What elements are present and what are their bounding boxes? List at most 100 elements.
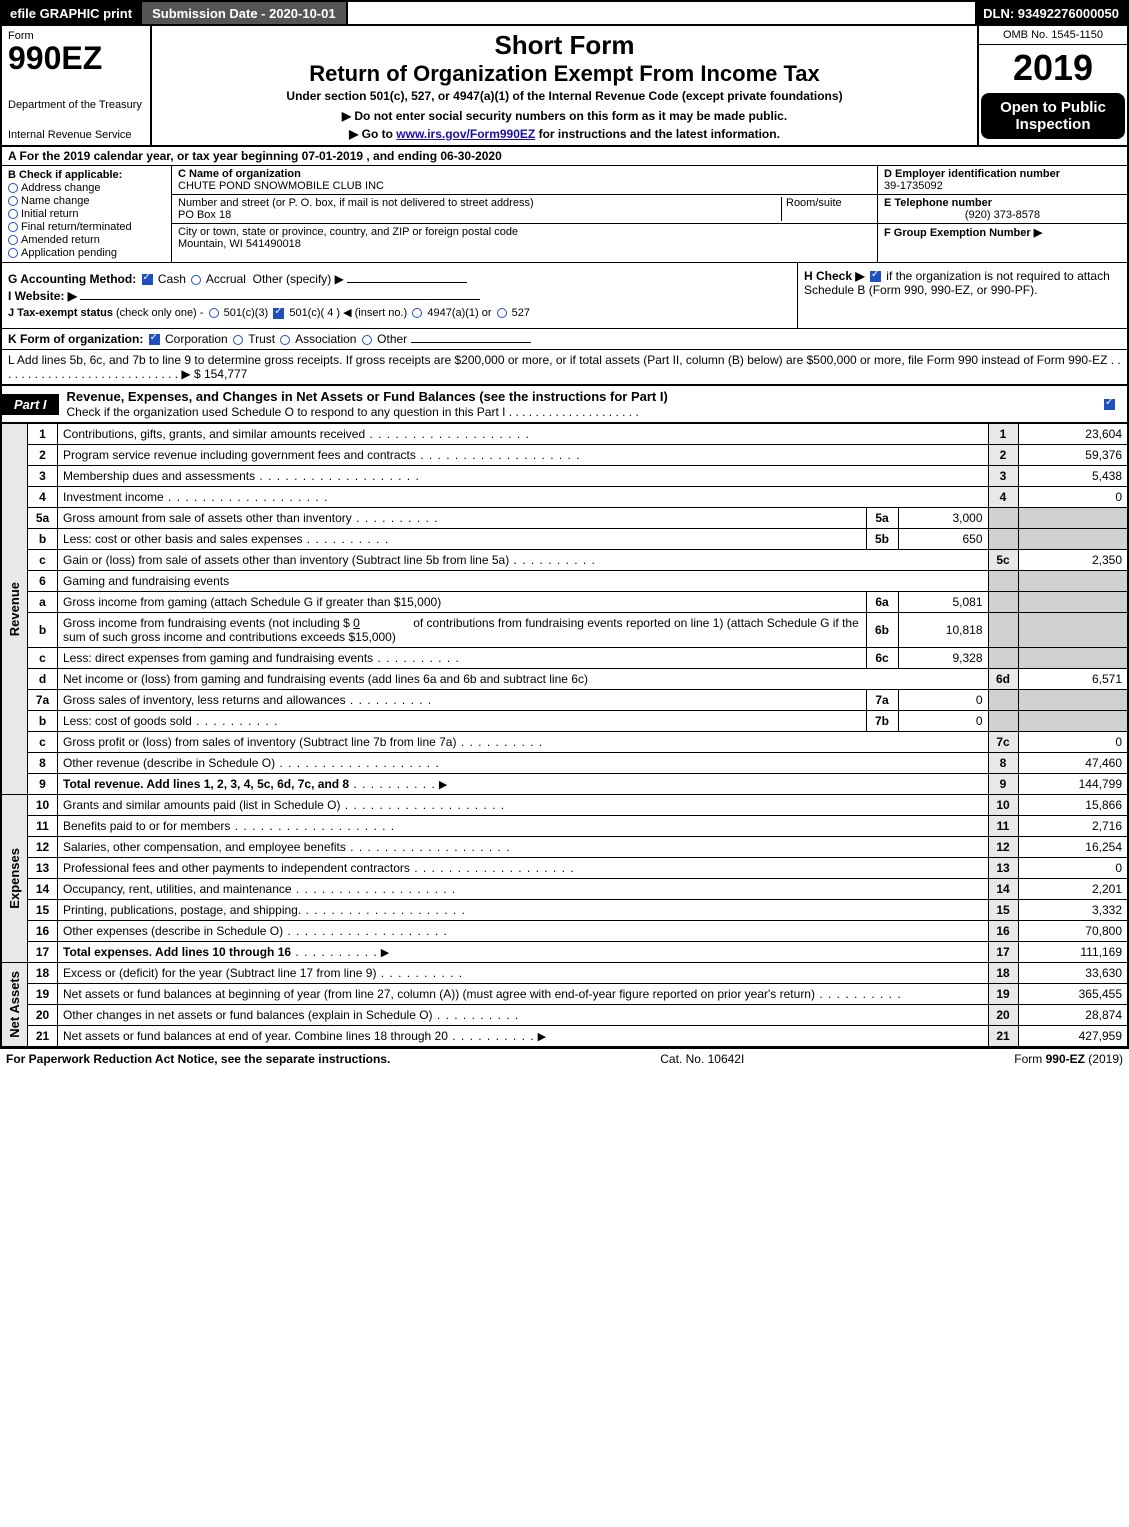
part-1-table: Revenue 1 Contributions, gifts, grants, … [0, 423, 1129, 1047]
line-desc: Less: cost or other basis and sales expe… [58, 529, 867, 550]
line-code: 6d [988, 669, 1018, 690]
line-desc: Other expenses (describe in Schedule O) [58, 921, 989, 942]
line-num: 16 [28, 921, 58, 942]
g-label: G Accounting Method: [8, 272, 136, 286]
header-right: OMB No. 1545-1150 2019 Open to Public In… [977, 26, 1127, 145]
part-1-header: Part I Revenue, Expenses, and Changes in… [0, 386, 1129, 423]
line-desc: Less: direct expenses from gaming and fu… [58, 648, 867, 669]
line-desc: Gross income from fundraising events (no… [58, 613, 867, 648]
line-num: 18 [28, 963, 58, 984]
grey-cell [1018, 690, 1128, 711]
line-desc: Gross profit or (loss) from sales of inv… [58, 732, 989, 753]
line-desc: Gross income from gaming (attach Schedul… [58, 592, 867, 613]
subline-code: 7b [866, 711, 898, 732]
goto-post: for instructions and the latest informat… [539, 127, 780, 141]
line-num: c [28, 732, 58, 753]
other-specify-input[interactable] [347, 282, 467, 283]
line-amount: 365,455 [1018, 984, 1128, 1005]
section-c: C Name of organization CHUTE POND SNOWMO… [172, 166, 877, 262]
line-code: 9 [988, 774, 1018, 795]
cat-number: Cat. No. 10642I [660, 1052, 744, 1066]
grey-cell [988, 592, 1018, 613]
irs-label: Internal Revenue Service [8, 129, 144, 141]
chk-initial-return[interactable]: Initial return [8, 208, 165, 220]
line-num: 11 [28, 816, 58, 837]
other-org-input[interactable] [411, 342, 531, 343]
assoc-checkbox-icon[interactable] [280, 335, 290, 345]
circle-icon [8, 183, 18, 193]
line-amount: 5,438 [1018, 466, 1128, 487]
circle-icon [8, 235, 18, 245]
chk-name-change[interactable]: Name change [8, 195, 165, 207]
chk-address-change[interactable]: Address change [8, 182, 165, 194]
line-num: 19 [28, 984, 58, 1005]
part-1-schedule-o-check[interactable] [1102, 397, 1127, 411]
4947-checkbox-icon[interactable] [412, 308, 422, 318]
other-checkbox-icon[interactable] [362, 335, 372, 345]
entity-block: B Check if applicable: Address change Na… [0, 166, 1129, 263]
expenses-side-label: Expenses [1, 795, 28, 963]
city-label: City or town, state or province, country… [178, 226, 518, 238]
line-amount: 59,376 [1018, 445, 1128, 466]
subline-code: 5b [866, 529, 898, 550]
other-label: Other [377, 332, 407, 346]
corp-label: Corporation [165, 332, 228, 346]
efile-print-button[interactable]: efile GRAPHIC print [2, 2, 140, 24]
line-code: 15 [988, 900, 1018, 921]
line-desc: Net assets or fund balances at beginning… [58, 984, 989, 1005]
row-l: L Add lines 5b, 6c, and 7b to line 9 to … [0, 350, 1129, 386]
dln-label: DLN: 93492276000050 [975, 2, 1127, 24]
line-num: 14 [28, 879, 58, 900]
line-amount: 0 [1018, 858, 1128, 879]
tel-label: E Telephone number [884, 197, 992, 209]
chk-application-pending[interactable]: Application pending [8, 247, 165, 259]
chk-final-return[interactable]: Final return/terminated [8, 221, 165, 233]
accrual-checkbox-icon[interactable] [191, 275, 201, 285]
corp-checkbox-icon[interactable] [149, 334, 160, 345]
501c3-checkbox-icon[interactable] [209, 308, 219, 318]
501c-checkbox-icon[interactable] [273, 308, 284, 319]
subline-amount: 9,328 [898, 648, 988, 669]
circle-icon [8, 222, 18, 232]
line-code: 10 [988, 795, 1018, 816]
grey-cell [1018, 592, 1128, 613]
line-num: 15 [28, 900, 58, 921]
grey-cell [988, 508, 1018, 529]
line-num: 4 [28, 487, 58, 508]
527-label: 527 [512, 307, 530, 319]
line-num: 8 [28, 753, 58, 774]
website-input[interactable] [80, 299, 480, 300]
line-amount: 0 [1018, 732, 1128, 753]
line-desc: Total expenses. Add lines 10 through 16 [58, 942, 989, 963]
grey-cell [1018, 529, 1128, 550]
section-b-header: B Check if applicable: [8, 169, 165, 181]
h-label: H Check ▶ [804, 269, 865, 283]
trust-checkbox-icon[interactable] [233, 335, 243, 345]
instructions-line: ▶ Go to www.irs.gov/Form990EZ for instru… [158, 127, 971, 141]
line-code: 1 [988, 424, 1018, 445]
subline-amount: 0 [898, 711, 988, 732]
line-num: 17 [28, 942, 58, 963]
line-amount: 28,874 [1018, 1005, 1128, 1026]
ein-label: D Employer identification number [884, 168, 1060, 180]
j-label: J Tax-exempt status [8, 307, 113, 319]
irs-link[interactable]: www.irs.gov/Form990EZ [396, 127, 535, 141]
grey-cell [1018, 571, 1128, 592]
h-checkbox-icon[interactable] [870, 271, 881, 282]
527-checkbox-icon[interactable] [497, 308, 507, 318]
assoc-label: Association [295, 332, 356, 346]
line-amount: 2,201 [1018, 879, 1128, 900]
chk-amended-return[interactable]: Amended return [8, 234, 165, 246]
subline-code: 7a [866, 690, 898, 711]
section-b: B Check if applicable: Address change Na… [2, 166, 172, 262]
line-amount: 16,254 [1018, 837, 1128, 858]
cash-checkbox-icon[interactable] [142, 274, 153, 285]
l-amount: $ 154,777 [194, 367, 247, 381]
top-bar: efile GRAPHIC print Submission Date - 20… [0, 0, 1129, 26]
line-num: b [28, 529, 58, 550]
line-desc: Gaming and fundraising events [58, 571, 989, 592]
line-desc: Investment income [58, 487, 989, 508]
subline-amount: 10,818 [898, 613, 988, 648]
goto-pre: ▶ Go to [349, 127, 396, 141]
grey-cell [988, 648, 1018, 669]
